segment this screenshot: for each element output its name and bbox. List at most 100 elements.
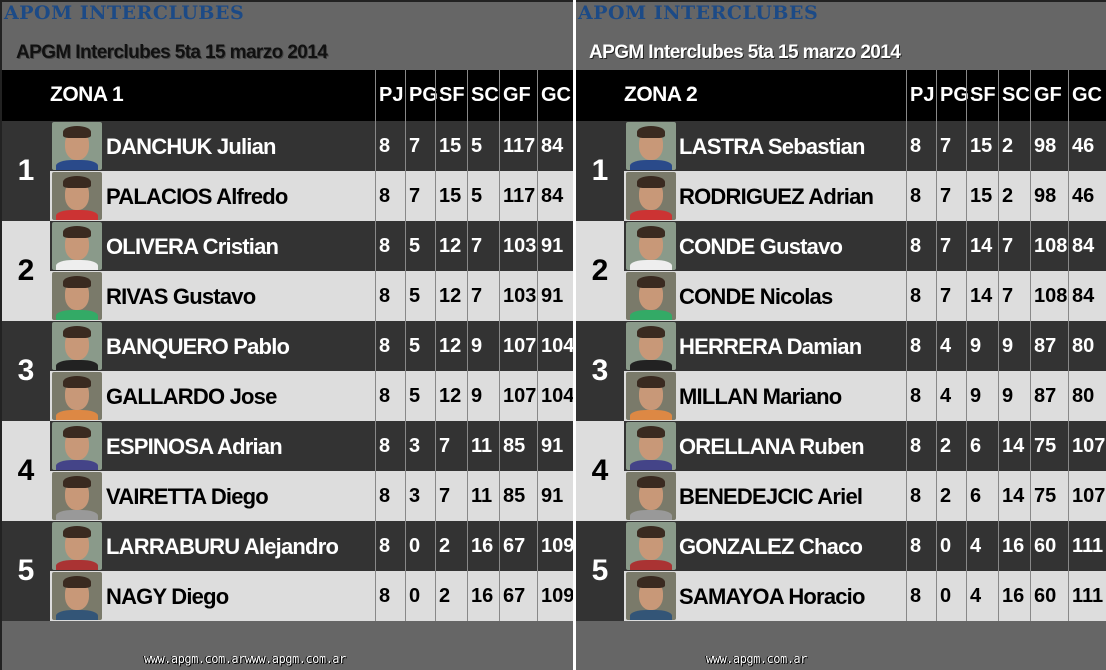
stat-pj: 8	[906, 121, 936, 171]
stat-gf: 107	[499, 321, 537, 371]
column-header-pg: PG	[936, 70, 969, 121]
stat-gf: 85	[499, 421, 537, 471]
stat-sc: 16	[998, 571, 1030, 621]
stat-pg: 4	[936, 321, 966, 371]
stat-gc: 91	[537, 471, 573, 521]
footer-website: www.apgm.com.ar	[706, 652, 807, 666]
stat-gf: 67	[499, 571, 537, 621]
player-name: DANCHUK Julian	[106, 134, 277, 159]
stat-sf: 12	[435, 271, 467, 321]
player-photo	[626, 222, 676, 270]
stat-pj: 8	[906, 521, 936, 571]
rank-cell: 4	[2, 421, 50, 521]
stat-pg: 5	[405, 221, 435, 271]
player-photo	[626, 572, 676, 620]
stat-sc: 11	[467, 471, 499, 521]
player-name: CONDE Gustavo	[679, 234, 843, 259]
stat-gf: 107	[499, 371, 537, 421]
stat-sc: 16	[998, 521, 1030, 571]
stat-sf: 4	[966, 521, 998, 571]
stat-pj: 8	[375, 521, 405, 571]
stat-sc: 2	[998, 121, 1030, 171]
stat-sf: 14	[966, 271, 998, 321]
stat-gf: 103	[499, 221, 537, 271]
player-photo	[52, 172, 102, 220]
table-row: LASTRA Sebastian 8 7 15 2 98 46	[576, 121, 1106, 171]
player-name: ORELLANA Ruben	[679, 434, 865, 459]
rank-cell: 2	[2, 221, 50, 321]
stat-gf: 98	[1030, 121, 1068, 171]
rank-cell: 3	[2, 321, 50, 421]
stat-gc: 46	[1068, 171, 1106, 221]
player-photo	[52, 272, 102, 320]
column-header-sc: SC	[998, 70, 1030, 121]
stat-gc: 107	[1068, 421, 1106, 471]
stat-sf: 4	[966, 571, 998, 621]
stat-gc: 109	[537, 521, 573, 571]
column-header-sc: SC	[467, 70, 499, 121]
stat-sc: 9	[467, 321, 499, 371]
player-photo	[626, 272, 676, 320]
stat-pg: 0	[405, 521, 435, 571]
stat-sc: 5	[467, 171, 499, 221]
stat-sf: 2	[435, 521, 467, 571]
rank-cell: 1	[2, 121, 50, 221]
stat-sc: 7	[467, 271, 499, 321]
table-row: VAIRETTA Diego 8 3 7 11 85 91	[2, 471, 573, 521]
stat-pg: 7	[936, 221, 966, 271]
stat-pg: 2	[936, 471, 966, 521]
rank-cell: 4	[576, 421, 624, 521]
footer-website: www.apgm.com.arwww.apgm.com.ar	[144, 652, 346, 666]
player-photo	[626, 322, 676, 370]
column-header-sf: SF	[435, 70, 467, 121]
stat-gc: 91	[537, 421, 573, 471]
stat-gc: 109	[537, 571, 573, 621]
stat-sc: 7	[467, 221, 499, 271]
stat-gf: 117	[499, 171, 537, 221]
table-row: SAMAYOA Horacio 8 0 4 16 60 111	[576, 571, 1106, 621]
player-photo	[52, 372, 102, 420]
player-name: LARRABURU Alejandro	[106, 534, 339, 559]
stat-gc: 111	[1068, 571, 1106, 621]
player-photo	[52, 122, 102, 170]
stat-gf: 85	[499, 471, 537, 521]
stat-pg: 7	[936, 121, 966, 171]
stat-gc: 91	[537, 221, 573, 271]
stat-gf: 75	[1030, 421, 1068, 471]
stat-pj: 8	[906, 571, 936, 621]
stat-gf: 103	[499, 271, 537, 321]
stat-sc: 9	[998, 371, 1030, 421]
column-header-pg: PG	[405, 70, 438, 121]
stat-sf: 7	[435, 471, 467, 521]
rank-cell: 5	[2, 521, 50, 621]
stat-pj: 8	[375, 321, 405, 371]
rank-cell: 5	[576, 521, 624, 621]
stat-sc: 16	[467, 571, 499, 621]
stat-pg: 7	[936, 171, 966, 221]
stat-sc: 9	[998, 321, 1030, 371]
stat-sf: 7	[435, 421, 467, 471]
column-header-gc: GC	[1068, 70, 1106, 121]
zone-title: ZONA 1	[50, 83, 124, 106]
player-photo	[52, 472, 102, 520]
stat-sc: 5	[467, 121, 499, 171]
stat-gc: 84	[1068, 271, 1106, 321]
player-name: GONZALEZ Chaco	[679, 534, 863, 559]
stat-gc: 104	[537, 371, 573, 421]
stat-sf: 2	[435, 571, 467, 621]
table-row: RIVAS Gustavo 8 5 12 7 103 91	[2, 271, 573, 321]
stat-sf: 12	[435, 321, 467, 371]
stat-pg: 3	[405, 421, 435, 471]
stat-gf: 60	[1030, 521, 1068, 571]
brand-logo-text: APOM INTERCLUBES	[4, 2, 245, 24]
stat-sf: 15	[966, 171, 998, 221]
event-subtitle: APGM Interclubes 5ta 15 marzo 2014	[589, 42, 901, 63]
table-row: CONDE Nicolas 8 7 14 7 108 84	[576, 271, 1106, 321]
player-name: BENEDEJCIC Ariel	[679, 484, 863, 509]
stat-gf: 87	[1030, 371, 1068, 421]
player-name: OLIVERA Cristian	[106, 234, 279, 259]
stat-pj: 8	[375, 271, 405, 321]
player-name: RODRIGUEZ Adrian	[679, 184, 874, 209]
stat-pj: 8	[375, 571, 405, 621]
table-row: GALLARDO Jose 8 5 12 9 107 104	[2, 371, 573, 421]
